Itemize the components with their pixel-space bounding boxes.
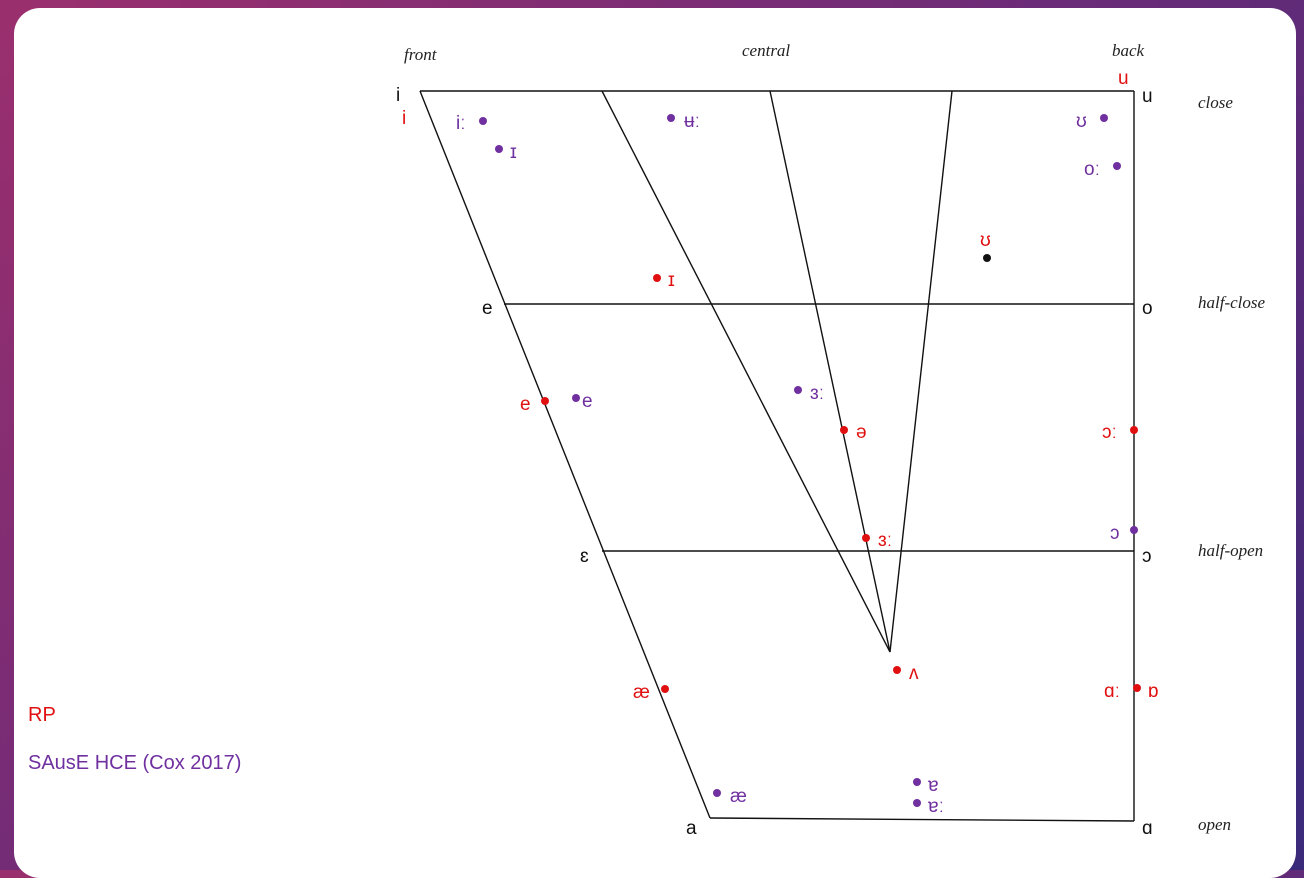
sause-short-i-label: ɪ — [510, 142, 517, 163]
rp-long-ah-dot — [1133, 684, 1141, 692]
rp-long-ah-label: ɑː — [1104, 681, 1120, 702]
rp-ae-dot — [661, 685, 669, 693]
rp-long-er-dot — [862, 534, 870, 542]
sause-short-u-label: ʊ — [1076, 111, 1087, 132]
sause-long-u-dot — [667, 114, 675, 122]
axis-label-half-close: half-close — [1198, 293, 1265, 312]
rp-schwa-label: ə — [856, 422, 867, 443]
cardinal-i: i — [396, 85, 400, 106]
sause-short-i-dot — [495, 145, 503, 153]
axis-label-close: close — [1198, 93, 1233, 112]
sause-long-er-label: ɜː — [810, 383, 824, 404]
sause-short-u-dot — [1100, 114, 1108, 122]
axis-label-front: front — [404, 45, 438, 64]
ref-upsilon-label: ʊ — [980, 230, 991, 251]
sause-e-dot — [572, 394, 580, 402]
axis-label-back: back — [1112, 41, 1145, 60]
sause-long-turned-a-label: ɐː — [928, 796, 944, 817]
sause-long-i-dot — [479, 117, 487, 125]
cardinal-o: o — [1142, 298, 1153, 319]
rp-i-label: i — [402, 108, 406, 129]
cardinal-epsilon: ɛ — [580, 546, 589, 567]
sause-open-o-label: ɔ — [1110, 523, 1120, 544]
sause-long-o-dot — [1113, 162, 1121, 170]
rp-short-i-label: ɪ — [668, 270, 675, 291]
sause-long-i-label: iː — [456, 113, 466, 134]
central-line-2 — [769, 90, 891, 653]
legend-rp: RP — [28, 704, 56, 726]
rp-long-aw-dot — [1130, 426, 1138, 434]
sause-long-er-dot — [794, 386, 802, 394]
cardinal-a: a — [686, 818, 697, 839]
rp-e-label: e — [520, 394, 531, 415]
cardinal-open-o: ɔ — [1142, 546, 1152, 567]
sause-e-label: e — [582, 391, 593, 412]
axis-label-central: central — [742, 41, 790, 60]
legend-sause: SAusE HCE (Cox 2017) — [28, 752, 242, 774]
sause-ae-dot — [713, 789, 721, 797]
central-line-1 — [601, 90, 891, 653]
cardinal-u: u — [1142, 86, 1153, 107]
rp-long-er-label: ɜː — [878, 530, 892, 551]
vowel-chart-panel: front central back close half-close half… — [14, 8, 1296, 878]
ref-upsilon-dot — [983, 254, 991, 262]
axis-label-half-open: half-open — [1198, 541, 1263, 560]
rp-schwa-dot — [840, 426, 848, 434]
rp-short-i-dot — [653, 274, 661, 282]
sause-long-u-label: ʉː — [684, 111, 700, 132]
sause-long-turned-a-dot — [913, 799, 921, 807]
front-edge-line — [419, 90, 711, 819]
sause-long-o-label: oː — [1084, 159, 1100, 180]
rp-u-label: u — [1118, 68, 1129, 89]
sause-ae-label: æ — [730, 786, 747, 807]
rp-e-dot — [541, 397, 549, 405]
vowel-quadrilateral-diagram: front central back close half-close half… — [396, 41, 1265, 839]
sause-turned-a-dot — [913, 778, 921, 786]
central-line-3 — [889, 90, 953, 653]
sause-open-o-dot — [1130, 526, 1138, 534]
rp-wedge-dot — [893, 666, 901, 674]
cardinal-e: e — [482, 298, 493, 319]
rp-short-o-label: ɒ — [1148, 681, 1159, 702]
open-line — [709, 817, 1135, 822]
rp-wedge-label: ʌ — [909, 663, 919, 684]
cardinal-alpha: ɑ — [1142, 818, 1153, 839]
rp-long-aw-label: ɔː — [1102, 422, 1117, 443]
axis-label-open: open — [1198, 815, 1231, 834]
rp-ae-label: æ — [633, 682, 650, 703]
sause-turned-a-label: ɐ — [928, 775, 939, 796]
